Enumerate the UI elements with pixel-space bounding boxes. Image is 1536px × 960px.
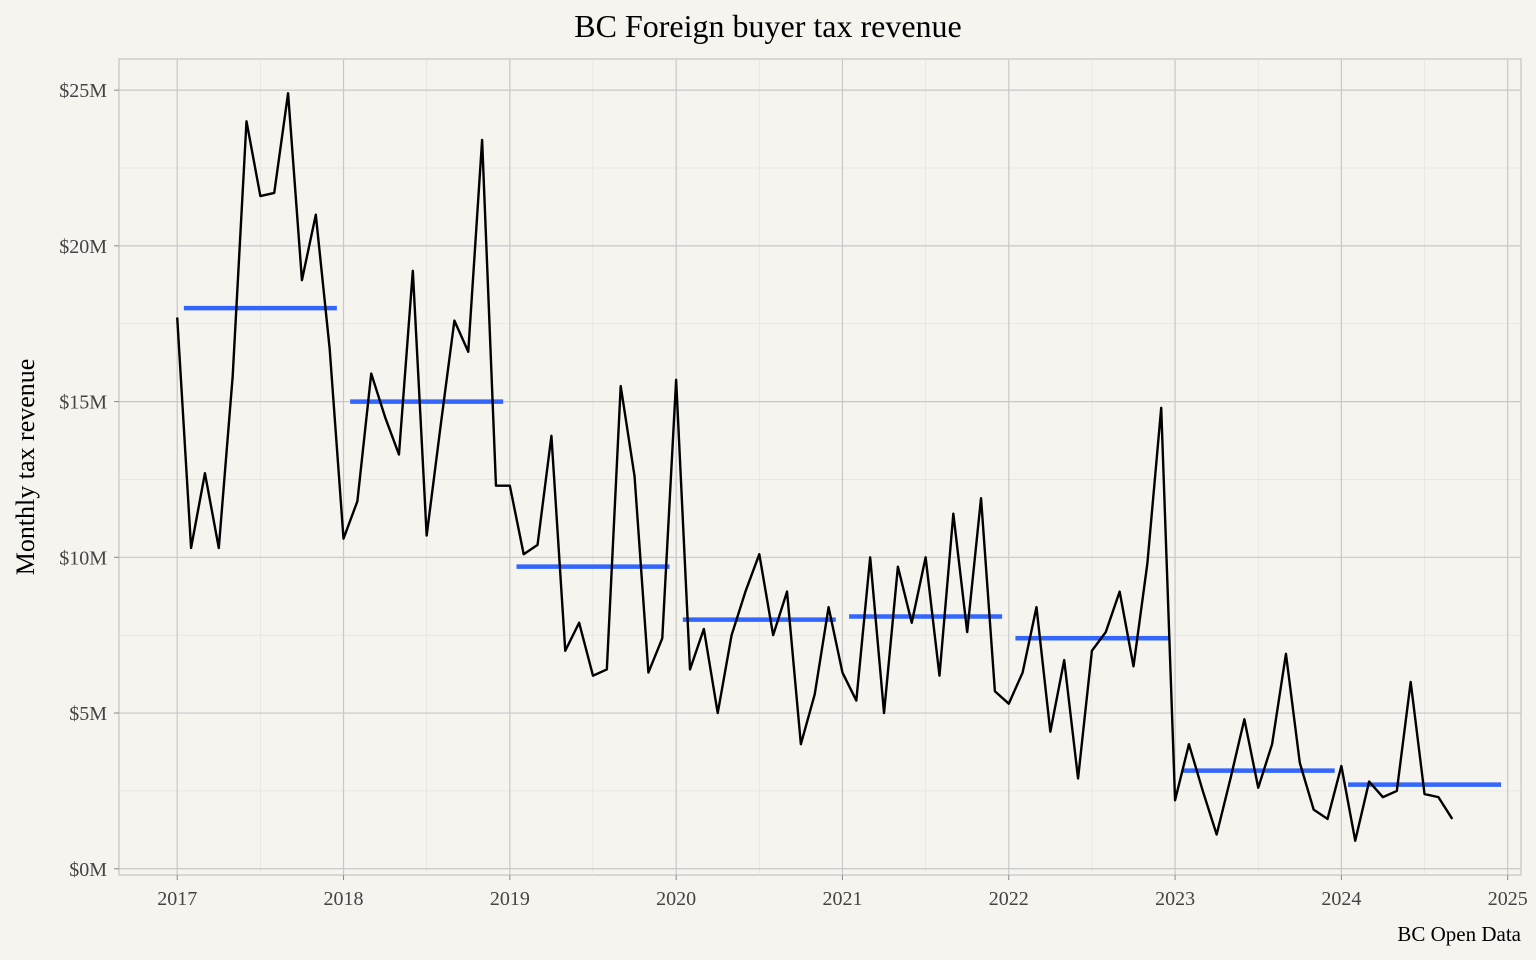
x-tick-label: 2017: [157, 888, 197, 910]
x-tick-label: 2024: [1321, 888, 1361, 910]
y-axis-label: Monthly tax revenue: [11, 359, 40, 576]
x-tick-label: 2020: [656, 888, 696, 910]
revenue-line: [176, 92, 1454, 842]
y-tick-label: $5M: [69, 703, 107, 725]
chart-caption: BC Open Data: [1397, 922, 1521, 946]
y-tick-label: $20M: [59, 236, 107, 258]
x-tick-label: 2022: [989, 888, 1029, 910]
y-tick-label: $0M: [69, 859, 107, 881]
y-tick-label: $25M: [59, 80, 107, 102]
revenue-series: [176, 92, 1454, 842]
x-axis-ticks: 2017 2018 2019 2020 2021 2022 2023 2024 2025: [157, 875, 1528, 910]
minor-gridlines: [119, 59, 1521, 875]
x-tick-label: 2019: [490, 888, 530, 910]
x-tick-label: 2025: [1488, 888, 1528, 910]
chart-title: BC Foreign buyer tax revenue: [574, 8, 961, 44]
x-tick-label: 2021: [822, 888, 862, 910]
major-gridlines: [119, 59, 1521, 875]
x-tick-label: 2018: [324, 888, 364, 910]
plot-panel: [118, 58, 1522, 876]
y-axis-ticks: $0M $5M $10M $15M $20M $25M: [59, 80, 119, 881]
x-tick-label: 2023: [1155, 888, 1195, 910]
y-tick-label: $15M: [59, 392, 107, 414]
y-tick-label: $10M: [59, 547, 107, 569]
